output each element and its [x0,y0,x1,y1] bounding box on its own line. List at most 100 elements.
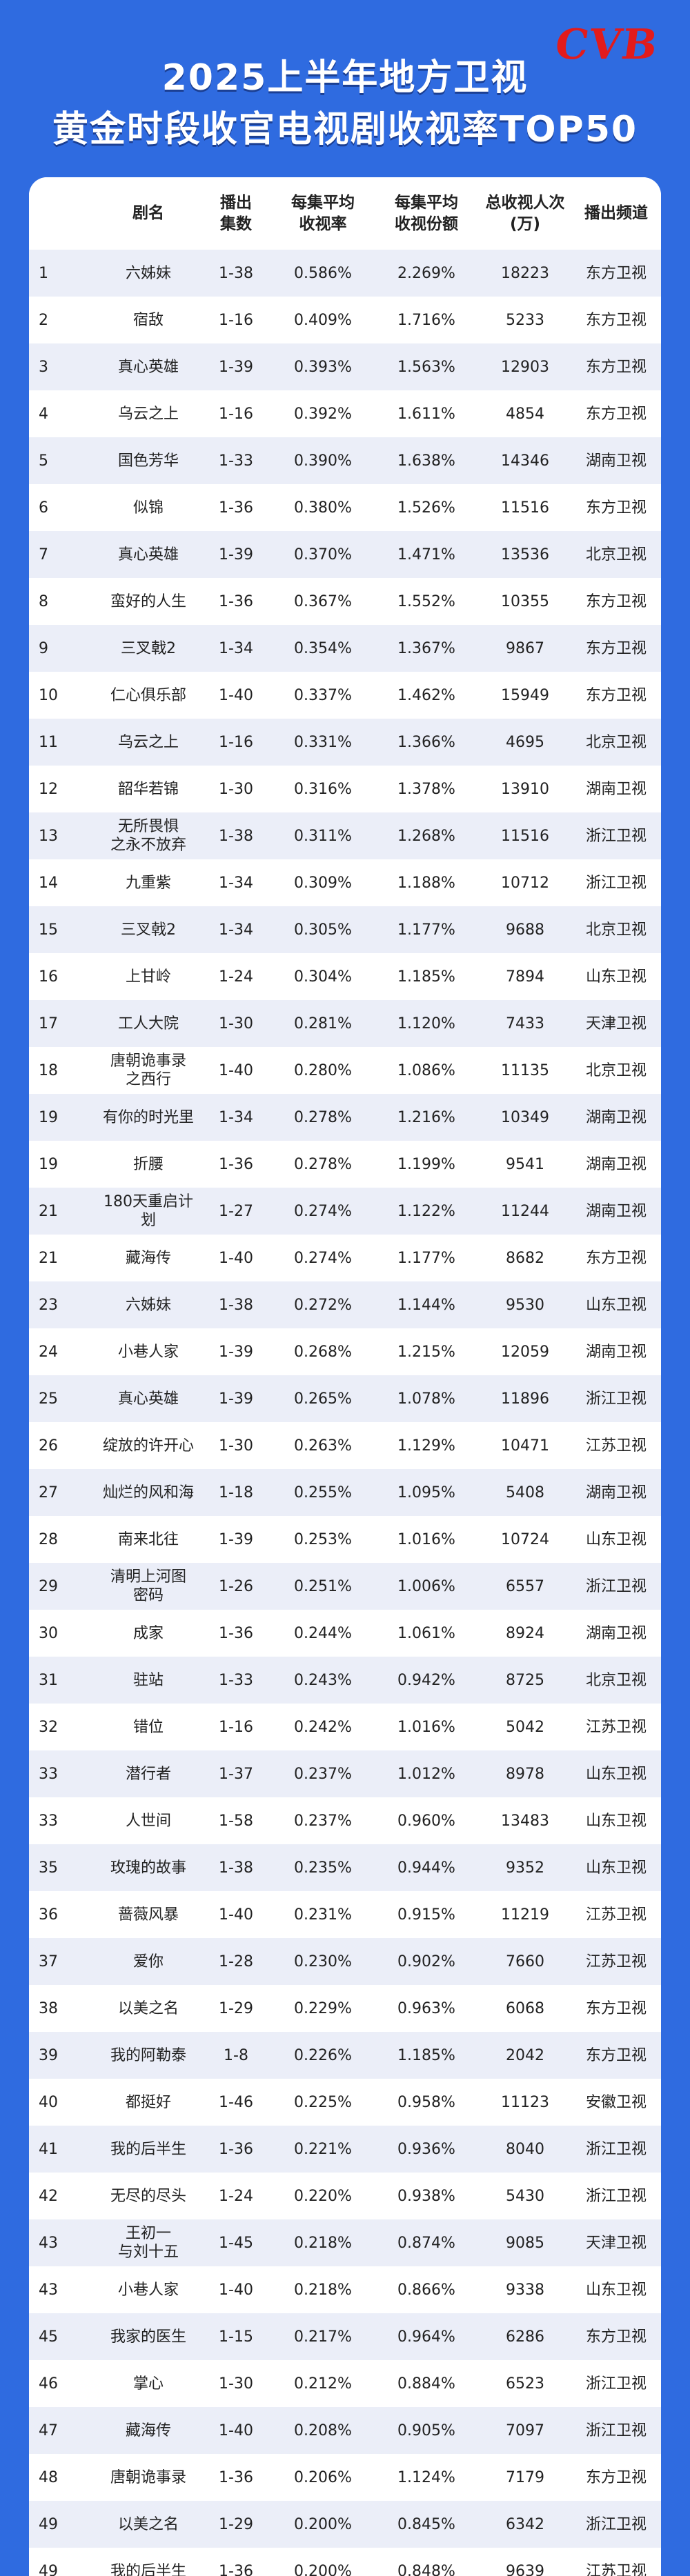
cell-episodes: 1-24 [219,968,253,986]
cell-rating: 0.281% [294,1015,352,1032]
cell-rating: 0.272% [294,1296,352,1314]
cell-name: 三叉戟2 [121,639,176,657]
table-row: 23 六姊妹 1-38 0.272% 1.144% 9530 山东卫视 [29,1281,661,1328]
cell-channel: 湖南卫视 [585,1624,647,1642]
cell-viewers: 4854 [506,405,544,423]
cell-share: 1.611% [397,405,455,423]
cell-rank: 3 [39,358,48,376]
cell-share: 1.095% [397,1484,455,1501]
cell-rating: 0.337% [294,686,352,704]
cell-episodes: 1-39 [219,1343,253,1361]
cell-name: 仁心俱乐部 [110,686,186,704]
cell-viewers: 12903 [501,358,549,376]
table-row: 7 真心英雄 1-39 0.370% 1.471% 13536 北京卫视 [29,531,661,578]
cell-viewers: 7660 [506,1953,544,1970]
cell-share: 1.366% [397,733,455,751]
table-row: 5 国色芳华 1-33 0.390% 1.638% 14346 湖南卫视 [29,437,661,484]
cell-rank: 19 [39,1108,58,1126]
cell-rating: 0.243% [294,1671,352,1689]
cell-channel: 东方卫视 [585,358,647,376]
cell-rank: 12 [39,780,58,798]
cell-viewers: 18223 [501,264,549,282]
table-row: 21 180天重启计划 1-27 0.274% 1.122% 11244 湖南卫视 [29,1188,661,1235]
cell-channel: 浙江卫视 [585,1577,647,1595]
cell-episodes: 1-16 [219,1718,253,1736]
cell-viewers: 5042 [506,1718,544,1736]
cell-name: 宿敌 [132,311,164,329]
cell-viewers: 10724 [501,1530,549,1548]
cell-rating: 0.230% [294,1953,352,1970]
cell-channel: 东方卫视 [585,639,647,657]
cell-rank: 41 [39,2140,58,2158]
cell-name: 藏海传 [125,1249,171,1267]
cell-channel: 江苏卫视 [585,1906,647,1924]
cell-rating: 0.367% [294,592,352,610]
cell-name: 小巷人家 [117,1343,179,1361]
cell-rating: 0.280% [294,1061,352,1079]
table-row: 18 唐朝诡事录 之西行 1-40 0.280% 1.086% 11135 北京卫视 [29,1047,661,1094]
cell-episodes: 1-30 [219,780,253,798]
cell-rank: 14 [39,874,58,892]
table-row: 33 潜行者 1-37 0.237% 1.012% 8978 山东卫视 [29,1750,661,1797]
cell-share: 1.552% [397,592,455,610]
cell-rank: 40 [39,2093,58,2111]
cell-rank: 9 [39,639,48,657]
cell-rating: 0.235% [294,1859,352,1877]
cell-episodes: 1-36 [219,499,253,517]
cell-share: 1.638% [397,452,455,470]
cell-episodes: 1-38 [219,1859,253,1877]
table-row: 36 蔷薇风暴 1-40 0.231% 0.915% 11219 江苏卫视 [29,1891,661,1938]
cell-share: 0.915% [397,1906,455,1924]
table-row: 40 都挺好 1-46 0.225% 0.958% 11123 安徽卫视 [29,2079,661,2126]
cell-episodes: 1-40 [219,1906,253,1924]
cell-name: 唐朝诡事录 [110,2468,186,2486]
cell-rating: 0.331% [294,733,352,751]
cell-name: 真心英雄 [117,546,179,563]
table-row: 42 无尽的尽头 1-24 0.220% 0.938% 5430 浙江卫视 [29,2173,661,2219]
cell-name: 小巷人家 [117,2281,179,2299]
cell-viewers: 10349 [501,1108,549,1126]
col-header-share: 每集平均 收视份额 [395,193,458,233]
cell-share: 1.006% [397,1577,455,1595]
cell-channel: 东方卫视 [585,2046,647,2064]
table-row: 9 三叉戟2 1-34 0.354% 1.367% 9867 东方卫视 [29,625,661,672]
cell-share: 1.367% [397,639,455,657]
table-row: 39 我的阿勒泰 1-8 0.226% 1.185% 2042 东方卫视 [29,2032,661,2079]
cell-share: 1.016% [397,1718,455,1736]
cell-rank: 5 [39,452,48,470]
cell-viewers: 11516 [501,499,549,517]
cell-rating: 0.253% [294,1530,352,1548]
table-row: 48 唐朝诡事录 1-36 0.206% 1.124% 7179 东方卫视 [29,2454,661,2501]
cell-viewers: 9352 [506,1859,544,1877]
cell-name: 九重紫 [125,874,171,892]
cell-rank: 21 [39,1202,58,1220]
cell-name: 乌云之上 [117,733,179,751]
cell-channel: 东方卫视 [585,2468,647,2486]
table-row: 24 小巷人家 1-39 0.268% 1.215% 12059 湖南卫视 [29,1328,661,1375]
cell-viewers: 13536 [501,546,549,563]
cell-rating: 0.274% [294,1249,352,1267]
cell-rank: 16 [39,968,58,986]
cell-channel: 东方卫视 [585,1249,647,1267]
cell-rating: 0.242% [294,1718,352,1736]
cell-share: 1.185% [397,2046,455,2064]
cell-rating: 0.229% [294,1999,352,2017]
cell-rating: 0.409% [294,311,352,329]
table-row: 49 以美之名 1-29 0.200% 0.845% 6342 浙江卫视 [29,2501,661,2548]
table-row: 17 工人大院 1-30 0.281% 1.120% 7433 天津卫视 [29,1000,661,1047]
table-row: 33 人世间 1-58 0.237% 0.960% 13483 山东卫视 [29,1797,661,1844]
cell-rating: 0.206% [294,2468,352,2486]
cell-name: 我家的医生 [110,2328,186,2346]
cell-rank: 48 [39,2468,58,2486]
cell-rank: 32 [39,1718,58,1736]
cell-episodes: 1-16 [219,733,253,751]
cell-name: 人世间 [125,1812,171,1830]
cell-rating: 0.380% [294,499,352,517]
cell-rank: 49 [39,2515,58,2533]
cell-rating: 0.354% [294,639,352,657]
cell-viewers: 6068 [506,1999,544,2017]
cell-rating: 0.268% [294,1343,352,1361]
cell-viewers: 7433 [506,1015,544,1032]
cell-channel: 江苏卫视 [585,2562,647,2576]
cell-channel: 北京卫视 [585,921,647,939]
